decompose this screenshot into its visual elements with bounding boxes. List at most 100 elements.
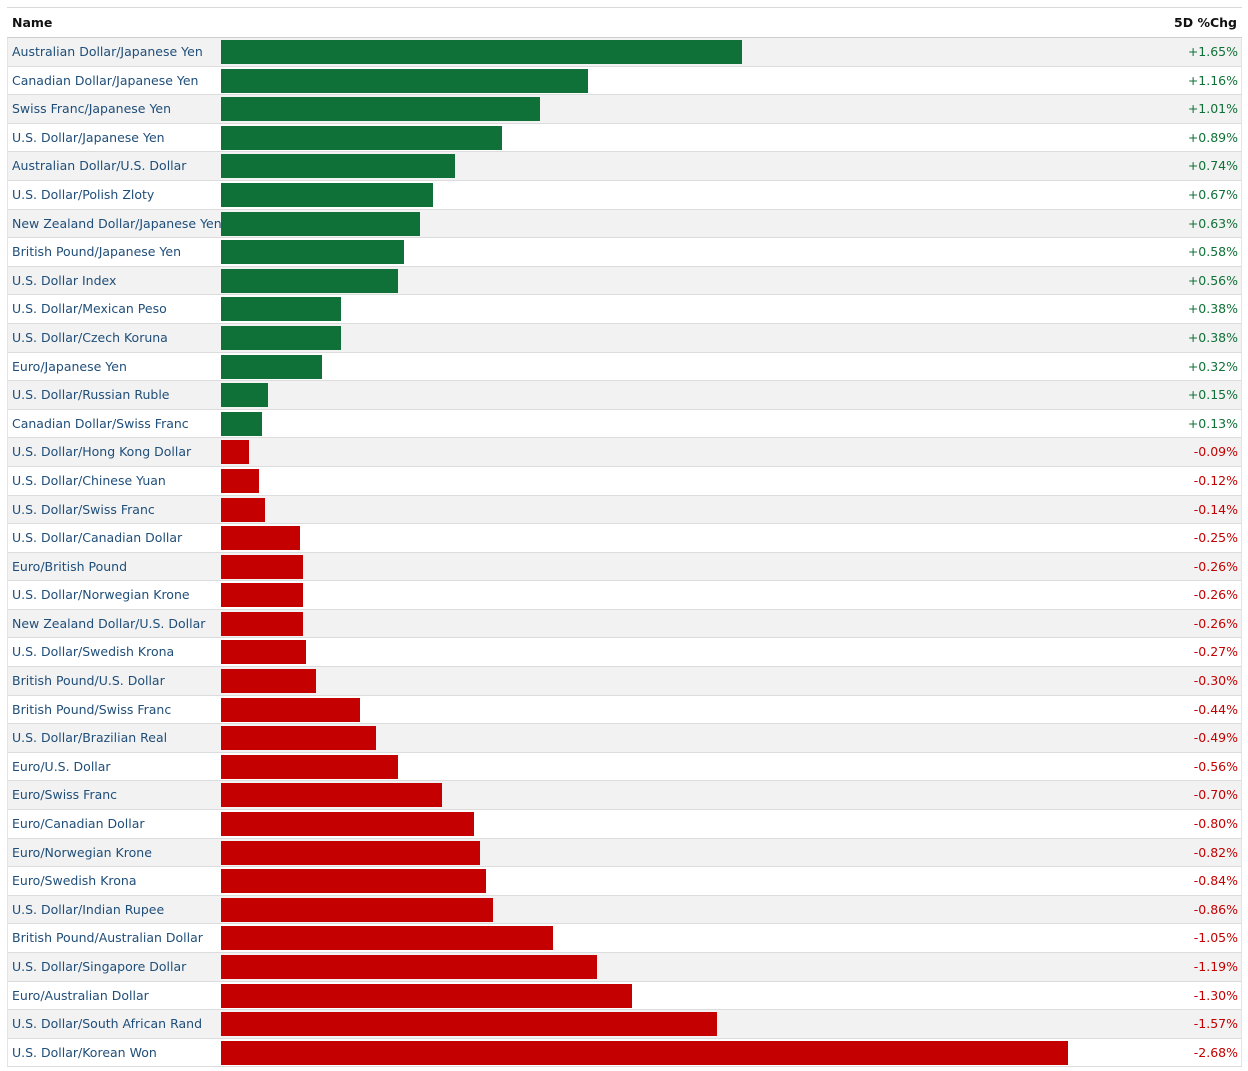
table-row: Euro/Swiss Franc -0.70% [7, 781, 1242, 811]
change-value: +1.65% [1187, 44, 1238, 59]
gain-bar [221, 40, 742, 64]
symbol-name-link[interactable]: U.S. Dollar/Singapore Dollar [12, 959, 187, 974]
table-row: U.S. Dollar/South African Rand -1.57% [7, 1010, 1242, 1039]
symbol-name-link[interactable]: Euro/Australian Dollar [12, 987, 149, 1003]
symbol-name-link[interactable]: U.S. Dollar/Japanese Yen [12, 129, 165, 145]
table-row: Euro/British Pound -0.26% [7, 552, 1242, 582]
symbol-name-link[interactable]: Swiss Franc/Japanese Yen [12, 101, 172, 117]
symbol-name-link[interactable]: Euro/Swiss Franc [12, 787, 118, 803]
table-row: Australian Dollar/Japanese Yen +1.65% [7, 38, 1242, 67]
change-value: +0.89% [1187, 129, 1238, 145]
table-row: New Zealand Dollar/Japanese Yen +0.63% [7, 209, 1242, 239]
change-value: -0.84% [1193, 873, 1238, 889]
change-value: -0.26% [1193, 615, 1238, 631]
symbol-name-link[interactable]: Euro/Norwegian Krone [12, 844, 152, 860]
symbol-name-link[interactable]: U.S. Dollar/Swiss Franc [12, 501, 155, 517]
symbol-name-link[interactable]: British Pound/Australian Dollar [12, 930, 203, 946]
symbol-name-link[interactable]: U.S. Dollar/Chinese Yuan [12, 472, 166, 488]
symbol-name-link[interactable]: U.S. Dollar/Mexican Peso [12, 301, 167, 317]
table-row: U.S. Dollar/Japanese Yen +0.89% [7, 123, 1242, 153]
symbol-name-link[interactable]: U.S. Dollar/Russian Ruble [12, 387, 170, 403]
loss-bar [221, 955, 597, 979]
symbol-name-link[interactable]: U.S. Dollar/Norwegian Krone [12, 587, 190, 603]
gain-bar [221, 68, 588, 93]
table-body: Australian Dollar/Japanese Yen +1.65% Cana… [7, 38, 1242, 1068]
table-row: U.S. Dollar/Norwegian Krone -0.26% [7, 581, 1242, 610]
loss-bar [221, 926, 553, 951]
table-row: U.S. Dollar/Russian Ruble +0.15% [7, 381, 1242, 410]
symbol-name-link[interactable]: New Zealand Dollar/U.S. Dollar [12, 615, 206, 631]
symbol-name-link[interactable]: U.S. Dollar/Brazilian Real [12, 730, 168, 746]
table-header: Name 5D %Chg [7, 8, 1242, 38]
loss-bar [221, 897, 493, 922]
change-value: +0.58% [1187, 244, 1238, 260]
symbol-name-link[interactable]: U.S. Dollar/Swedish Krona [12, 644, 175, 660]
symbol-name-link[interactable]: Canadian Dollar/Swiss Franc [12, 415, 189, 431]
change-value: -0.56% [1193, 758, 1238, 774]
symbol-name-link[interactable]: U.S. Dollar/Polish Zloty [12, 186, 155, 202]
table-row: Canadian Dollar/Swiss Franc +0.13% [7, 409, 1242, 439]
symbol-name-link[interactable]: U.S. Dollar/Hong Kong Dollar [12, 444, 192, 460]
table-row: U.S. Dollar/Czech Koruna +0.38% [7, 323, 1242, 353]
gain-bar [221, 297, 341, 322]
gain-bar [221, 354, 322, 379]
loss-bar [221, 583, 303, 608]
change-value: +0.38% [1187, 329, 1238, 345]
change-value: -1.19% [1193, 959, 1238, 974]
change-value: -0.70% [1193, 787, 1238, 803]
change-value: +0.56% [1187, 272, 1238, 288]
symbol-name-link[interactable]: British Pound/Swiss Franc [12, 701, 172, 717]
loss-bar [221, 840, 480, 865]
gain-bar [221, 268, 398, 293]
symbol-name-link[interactable]: Australian Dollar/U.S. Dollar [12, 158, 187, 174]
table-row: U.S. Dollar/Canadian Dollar -0.25% [7, 524, 1242, 553]
gain-bar [221, 411, 262, 436]
change-column-header[interactable]: 5D %Chg [1174, 15, 1237, 30]
loss-bar [221, 611, 303, 636]
loss-bar [221, 526, 300, 551]
gain-bar [221, 97, 540, 122]
table-row: Canadian Dollar/Japanese Yen +1.16% [7, 66, 1242, 96]
symbol-name-link[interactable]: U.S. Dollar Index [12, 272, 117, 288]
symbol-name-link[interactable]: New Zealand Dollar/Japanese Yen [12, 215, 222, 231]
change-value: -0.30% [1193, 673, 1238, 689]
loss-bar [221, 640, 306, 665]
gain-bar [221, 240, 404, 265]
symbol-name-link[interactable]: British Pound/U.S. Dollar [12, 673, 165, 689]
change-value: -1.05% [1193, 930, 1238, 946]
table-row: Euro/Canadian Dollar -0.80% [7, 810, 1242, 839]
symbol-name-link[interactable]: Euro/British Pound [12, 558, 128, 574]
table-row: Euro/Norwegian Krone -0.82% [7, 838, 1242, 868]
symbol-name-link[interactable]: Australian Dollar/Japanese Yen [12, 44, 203, 59]
change-value: -0.14% [1193, 501, 1238, 517]
symbol-name-link[interactable]: Euro/Swedish Krona [12, 873, 137, 889]
table-row: British Pound/U.S. Dollar -0.30% [7, 667, 1242, 696]
symbol-name-link[interactable]: Euro/U.S. Dollar [12, 758, 111, 774]
symbol-name-link[interactable]: Euro/Japanese Yen [12, 358, 127, 374]
symbol-name-link[interactable]: U.S. Dollar/Czech Koruna [12, 329, 168, 345]
table-row: U.S. Dollar/Mexican Peso +0.38% [7, 295, 1242, 324]
change-value: -1.57% [1193, 1016, 1238, 1032]
change-value: +0.63% [1187, 215, 1238, 231]
symbol-name-link[interactable]: U.S. Dollar/Indian Rupee [12, 901, 165, 917]
symbol-name-link[interactable]: Euro/Canadian Dollar [12, 816, 145, 832]
loss-bar [221, 497, 265, 522]
symbol-name-link[interactable]: U.S. Dollar/South African Rand [12, 1016, 203, 1032]
name-column-header[interactable]: Name [12, 15, 53, 30]
table-row: U.S. Dollar/Hong Kong Dollar -0.09% [7, 438, 1242, 467]
symbol-name-link[interactable]: British Pound/Japanese Yen [12, 244, 182, 260]
loss-bar [221, 1040, 1068, 1065]
change-value: -0.44% [1193, 701, 1238, 717]
symbol-name-link[interactable]: U.S. Dollar/Canadian Dollar [12, 530, 183, 546]
loss-bar [221, 1012, 717, 1037]
table-row: U.S. Dollar/Chinese Yuan -0.12% [7, 466, 1242, 496]
table-row: U.S. Dollar/Singapore Dollar -1.19% [7, 953, 1242, 982]
symbol-name-link[interactable]: Canadian Dollar/Japanese Yen [12, 72, 199, 88]
gain-bar [221, 383, 268, 408]
gain-bar [221, 125, 502, 150]
table-row: Euro/Australian Dollar -1.30% [7, 981, 1242, 1011]
symbol-name-link[interactable]: U.S. Dollar/Korean Won [12, 1044, 157, 1060]
change-value: -0.26% [1193, 558, 1238, 574]
change-value: -0.82% [1193, 844, 1238, 860]
loss-bar [221, 697, 360, 722]
